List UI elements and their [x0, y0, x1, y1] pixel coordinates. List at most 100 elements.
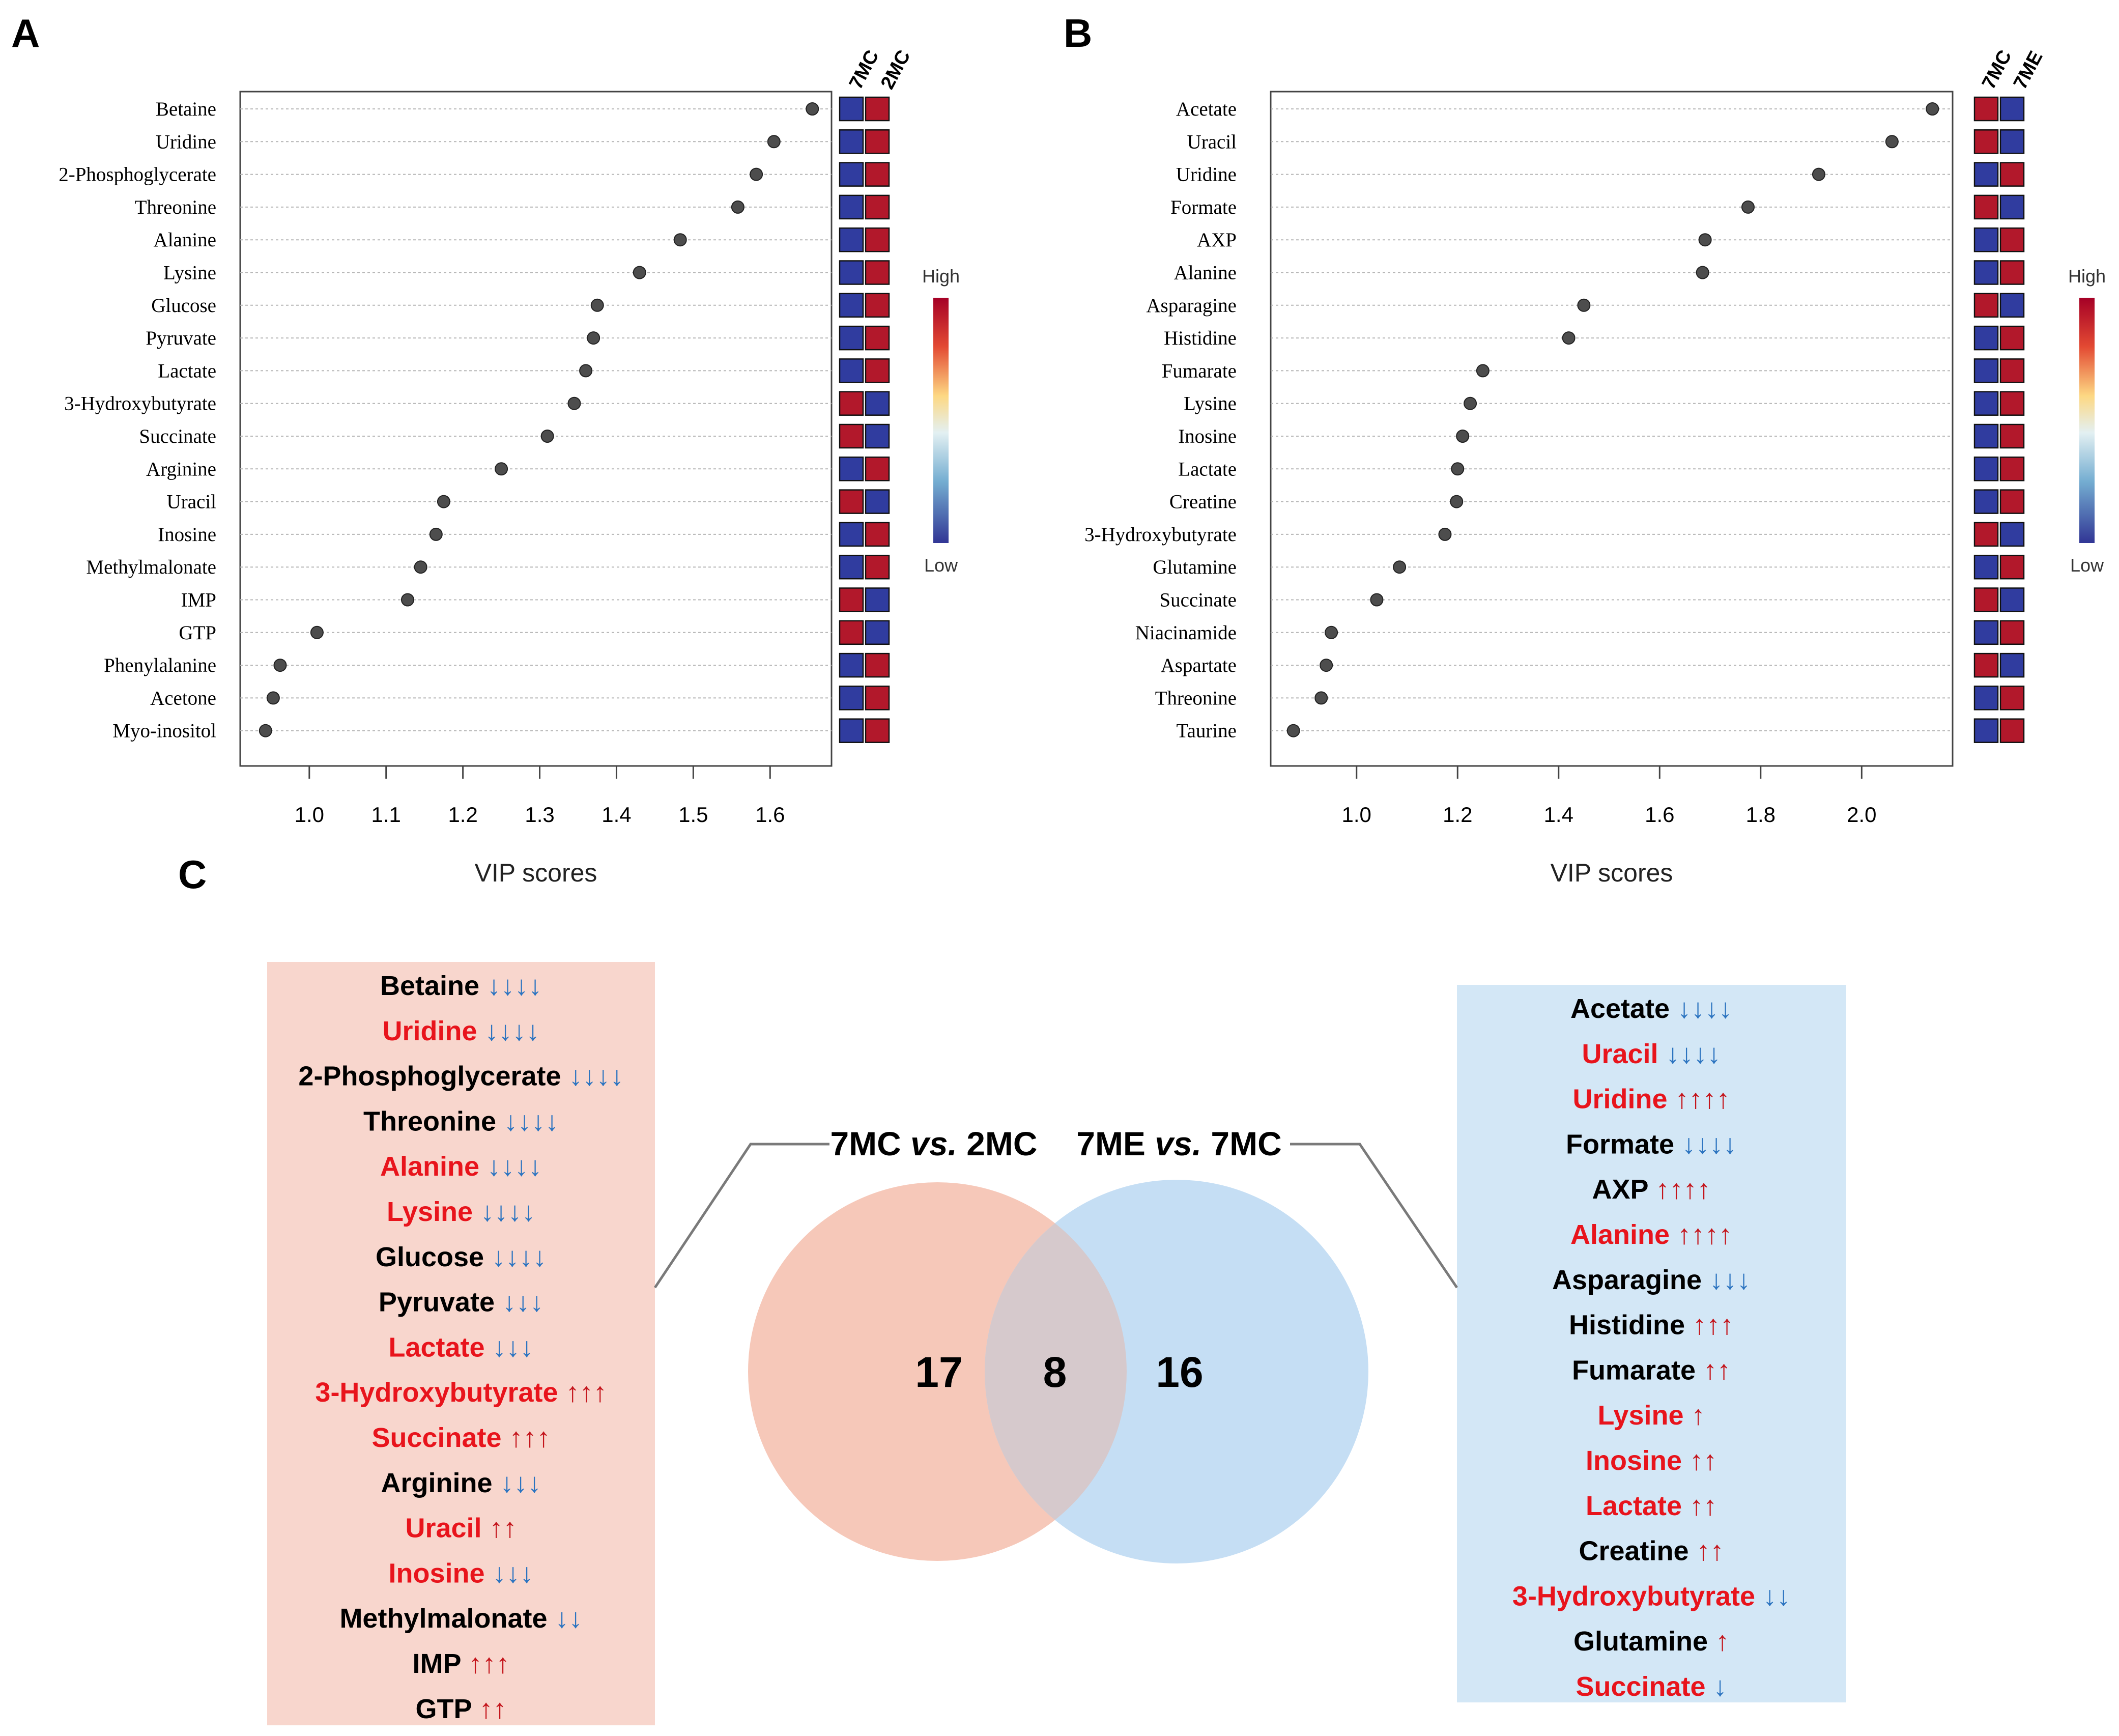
left-list-item: 3-Hydroxybutyrate ↑↑↑: [315, 1377, 607, 1408]
vip-point-a: [673, 233, 687, 247]
metabolite-label-a: Betaine: [156, 98, 216, 120]
heatmap-cell-a: [865, 162, 890, 187]
right-list-item-name: Formate: [1566, 1129, 1682, 1159]
x-tick-label-b: 1.2: [1443, 803, 1472, 827]
left-connector-line: [653, 1143, 829, 1289]
panel-letter-b: B: [1064, 11, 1092, 55]
left-list-item-name: Methylmalonate: [339, 1603, 555, 1634]
left-list-item-name: Betaine: [380, 971, 487, 1001]
left-list-item-arrows: ↓↓↓: [493, 1332, 534, 1362]
vip-point-b: [1464, 396, 1477, 410]
heatmap-col-header-a1: 7MC: [845, 47, 883, 93]
venn-title-right-vs: vs.: [1155, 1125, 1201, 1162]
heatmap-cell-a: [839, 489, 864, 514]
right-list-item-name: Asparagine: [1552, 1265, 1709, 1295]
left-list-item: Succinate ↑↑↑: [371, 1422, 550, 1453]
left-list-item: Uridine ↓↓↓↓: [382, 1016, 539, 1046]
heatmap-cell-a: [865, 260, 890, 285]
right-list-item-arrows: ↑↑↑: [1693, 1310, 1734, 1341]
right-list-item-name: Succinate: [1576, 1671, 1713, 1702]
heatmap-cell-b: [1973, 652, 1999, 678]
color-legend-b: High Low: [2068, 266, 2106, 576]
heatmap-cell-a: [839, 652, 864, 678]
left-list-item-name: 3-Hydroxybutyrate: [315, 1377, 565, 1408]
heatmap-cell-b: [1999, 652, 2025, 678]
x-tick-label-b: 1.4: [1544, 803, 1573, 827]
left-list-item-name: IMP: [412, 1648, 468, 1679]
venn-title-right-a: 7ME: [1076, 1125, 1155, 1162]
x-tick-label-b: 1.0: [1342, 803, 1371, 827]
panel-c: 17 8 16 7MC vs. 2MC 7ME vs. 7MC Betaine …: [267, 962, 1846, 1725]
right-list-item: Acetate ↓↓↓↓: [1570, 993, 1732, 1024]
vip-point-a: [579, 364, 593, 378]
vip-point-b: [1577, 298, 1591, 312]
left-list-item-name: Uracil: [405, 1513, 489, 1544]
right-list-item-arrows: ↑: [1692, 1400, 1705, 1431]
metabolite-label-b: Lysine: [1184, 393, 1237, 415]
heatmap-col-header-b1: 7MC: [1978, 47, 2016, 93]
x-tick-label-b: 2.0: [1847, 803, 1876, 827]
vip-point-b: [1812, 167, 1825, 181]
heatmap-cell-b: [1973, 325, 1999, 351]
metabolite-label-b: Niacinamide: [1135, 622, 1237, 644]
metabolite-label-b: Asparagine: [1146, 295, 1237, 317]
left-list-item-arrows: ↑↑↑: [566, 1377, 607, 1408]
x-axis-title-a: VIP scores: [475, 859, 597, 887]
left-list-item: Arginine ↓↓↓: [381, 1468, 541, 1498]
left-list-item: Lysine ↓↓↓↓: [387, 1197, 535, 1227]
heatmap-cell-b: [1999, 194, 2025, 220]
heatmap-cell-a: [839, 96, 864, 122]
metabolite-label-b: Succinate: [1159, 589, 1237, 611]
heatmap-cell-a: [839, 194, 864, 220]
metabolite-label-a: Succinate: [139, 425, 216, 447]
right-list-item-arrows: ↓↓: [1763, 1581, 1790, 1611]
vip-point-b: [1286, 724, 1300, 737]
heatmap-cell-b: [1973, 358, 1999, 383]
vip-point-b: [1393, 560, 1407, 574]
left-list-item-name: Pyruvate: [379, 1287, 502, 1318]
heatmap-cell-b: [1999, 227, 2025, 252]
right-connector-line: [1290, 1143, 1458, 1289]
vip-point-a: [310, 625, 324, 639]
heatmap-cell-b: [1999, 260, 2025, 285]
heatmap-cell-b: [1973, 587, 1999, 612]
left-list-item: Threonine ↓↓↓↓: [363, 1106, 559, 1136]
heatmap-cell-b: [1973, 162, 1999, 187]
metabolite-label-a: Methylmalonate: [86, 556, 216, 578]
metabolite-label-b: Lactate: [1178, 458, 1237, 480]
heatmap-cell-b: [1973, 718, 1999, 743]
metabolite-label-b: Taurine: [1176, 720, 1237, 742]
left-list-item-name: Inosine: [388, 1558, 492, 1588]
metabolite-label-a: Lactate: [158, 360, 216, 382]
right-list-item: AXP ↑↑↑↑: [1592, 1174, 1710, 1205]
heatmap-col-header-b2: 7ME: [2010, 48, 2047, 93]
heatmap-cell-b: [1973, 391, 1999, 416]
x-tick-label-a: 1.5: [678, 803, 708, 827]
vip-point-a: [540, 430, 554, 443]
left-list-item-name: Arginine: [381, 1468, 500, 1498]
right-list-item: Fumarate ↑↑: [1572, 1355, 1731, 1385]
heatmap-cell-b: [1999, 489, 2025, 514]
heatmap-cell-a: [839, 293, 864, 318]
left-list-item-arrows: ↓↓↓↓: [492, 1242, 547, 1272]
vip-point-b: [1456, 430, 1470, 443]
left-list-item-arrows: ↓↓↓↓: [487, 1151, 542, 1182]
metabolite-label-b: Uridine: [1176, 164, 1237, 186]
heatmap-cell-b: [1973, 489, 1999, 514]
vip-point-b: [1476, 364, 1490, 378]
metabolite-label-b: Acetate: [1176, 98, 1237, 120]
right-list-item: Uracil ↓↓↓↓: [1582, 1039, 1721, 1069]
left-list-item: Betaine ↓↓↓↓: [380, 971, 542, 1001]
right-list-item-arrows: ↓↓↓↓: [1682, 1129, 1737, 1159]
left-list-item: Uracil ↑↑: [405, 1513, 517, 1544]
color-scale-bar-a: [933, 298, 949, 543]
heatmap-cell-a: [839, 260, 864, 285]
right-list-item-name: 3-Hydroxybutyrate: [1512, 1581, 1763, 1611]
heatmap-cell-b: [1999, 554, 2025, 580]
heatmap-cell-a: [839, 325, 864, 351]
venn-title-right: 7ME vs. 7MC: [1076, 1125, 1281, 1162]
heatmap-cell-a: [865, 96, 890, 122]
left-list-item-name: Alanine: [380, 1151, 487, 1182]
left-list-item-arrows: ↓↓↓: [493, 1558, 534, 1588]
x-tick-label-b: 1.6: [1645, 803, 1674, 827]
